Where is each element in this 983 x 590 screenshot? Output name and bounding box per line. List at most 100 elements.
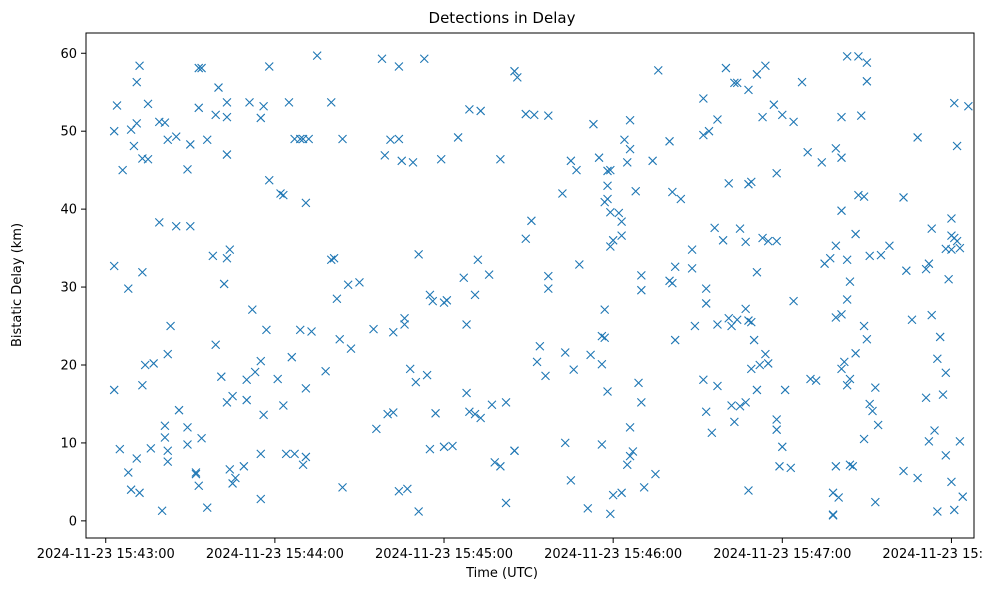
- data-point-233: [617, 488, 627, 498]
- data-point-164: [470, 409, 480, 419]
- data-point-142: [414, 249, 424, 259]
- data-point-86: [132, 454, 142, 463]
- data-point-230: [597, 440, 607, 449]
- data-point-284: [755, 360, 765, 370]
- data-point-187: [586, 350, 595, 360]
- data-point-335: [828, 511, 838, 520]
- data-point-224: [690, 321, 700, 331]
- data-point-186: [569, 365, 579, 375]
- data-point-96: [183, 440, 192, 449]
- data-point-288: [727, 401, 736, 410]
- y-tick-label-4: 40: [60, 203, 77, 218]
- data-point-279: [746, 317, 756, 327]
- data-point-56: [355, 277, 364, 287]
- data-point-357: [938, 390, 948, 399]
- data-point-272: [701, 299, 711, 308]
- data-point-370: [944, 274, 954, 284]
- data-point-203: [603, 181, 612, 191]
- data-point-163: [465, 407, 474, 417]
- data-point-271: [701, 284, 711, 294]
- data-point-232: [608, 490, 618, 500]
- data-point-248: [789, 117, 798, 127]
- data-point-33: [276, 189, 285, 198]
- data-point-228: [566, 475, 576, 485]
- data-point-231: [605, 509, 615, 519]
- data-point-129: [605, 207, 615, 217]
- data-point-307: [831, 241, 841, 251]
- data-point-227: [560, 438, 570, 448]
- data-point-253: [837, 153, 846, 163]
- data-point-369: [947, 231, 956, 241]
- data-point-26: [245, 97, 254, 107]
- data-point-235: [698, 94, 708, 103]
- data-point-106: [256, 449, 266, 459]
- data-point-120: [510, 66, 519, 76]
- data-point-304: [811, 376, 821, 385]
- data-point-108: [281, 449, 291, 459]
- data-point-21: [214, 83, 223, 92]
- data-point-172: [402, 484, 412, 494]
- data-point-89: [157, 506, 167, 516]
- data-point-152: [369, 324, 378, 334]
- data-point-175: [490, 458, 500, 467]
- data-point-303: [806, 374, 815, 384]
- data-point-214: [639, 482, 649, 492]
- data-point-87: [135, 488, 144, 498]
- data-point-209: [600, 333, 610, 343]
- data-point-265: [741, 237, 751, 247]
- data-point-299: [707, 428, 717, 438]
- data-point-183: [543, 284, 553, 294]
- data-point-74: [273, 374, 283, 384]
- data-point-315: [831, 313, 841, 322]
- data-point-133: [617, 231, 627, 241]
- x-axis-label: Time (UTC): [465, 566, 538, 581]
- data-point-287: [735, 401, 745, 411]
- data-point-93: [163, 457, 173, 467]
- data-point-37: [185, 221, 195, 231]
- data-point-36: [171, 221, 181, 231]
- data-point-32: [312, 51, 322, 60]
- data-point-341: [901, 266, 911, 276]
- data-point-139: [394, 134, 404, 144]
- data-point-257: [862, 76, 872, 86]
- data-point-349: [932, 354, 942, 364]
- data-point-24: [222, 112, 232, 122]
- data-point-264: [735, 224, 745, 233]
- data-point-101: [202, 503, 212, 512]
- data-point-9: [143, 154, 153, 164]
- data-point-189: [574, 260, 584, 269]
- data-point-205: [605, 242, 615, 251]
- data-point-344: [927, 224, 937, 233]
- chart-title: Detections in Delay: [429, 9, 576, 27]
- data-point-268: [772, 236, 782, 246]
- data-point-260: [772, 168, 782, 178]
- data-point-30: [284, 97, 294, 107]
- data-point-44: [338, 134, 347, 144]
- data-point-4: [129, 141, 139, 151]
- data-point-332: [828, 488, 838, 498]
- data-point-317: [837, 364, 846, 374]
- data-point-7: [135, 61, 144, 71]
- data-point-325: [868, 406, 877, 416]
- y-tick-label-3: 30: [60, 281, 77, 296]
- data-point-256: [862, 58, 872, 68]
- data-point-300: [713, 381, 722, 391]
- data-point-78: [301, 383, 311, 393]
- data-point-243: [752, 69, 762, 79]
- data-point-333: [834, 493, 844, 502]
- data-point-98: [191, 469, 201, 479]
- data-point-273: [713, 320, 722, 329]
- data-point-213: [628, 447, 638, 456]
- data-point-372: [952, 141, 962, 151]
- data-point-178: [510, 446, 519, 456]
- data-point-197: [653, 66, 663, 75]
- data-point-263: [724, 179, 734, 188]
- data-point-81: [335, 334, 345, 344]
- data-point-104: [231, 473, 240, 483]
- data-point-84: [123, 468, 133, 477]
- data-point-290: [752, 385, 762, 395]
- data-point-301: [780, 385, 790, 395]
- data-point-221: [670, 262, 680, 272]
- data-point-27: [256, 113, 266, 123]
- data-point-355: [930, 426, 939, 435]
